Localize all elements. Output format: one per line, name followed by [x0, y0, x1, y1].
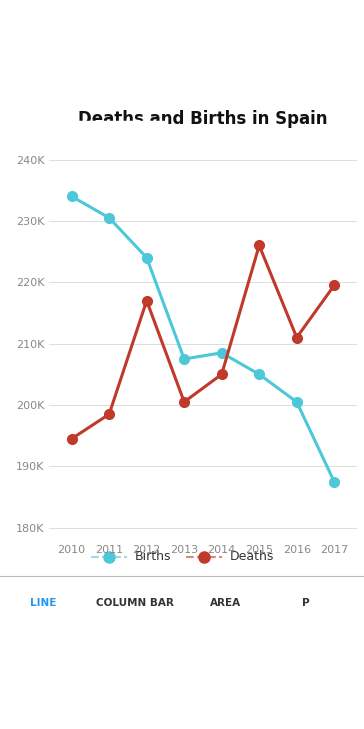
Text: ←: ← — [18, 49, 36, 69]
Text: COLUMN BAR: COLUMN BAR — [96, 598, 174, 607]
Text: Deaths: Deaths — [229, 550, 274, 564]
Text: FEATURES: FEATURES — [237, 95, 309, 109]
Text: AREA: AREA — [210, 598, 241, 607]
Text: TYPES: TYPES — [69, 95, 113, 109]
Text: Orange ♣: Orange ♣ — [11, 12, 63, 23]
Text: 40 %: 40 % — [255, 13, 278, 22]
Text: Births: Births — [135, 550, 171, 564]
Text: P: P — [302, 598, 309, 607]
Text: 10:25: 10:25 — [322, 12, 353, 23]
Text: ˅: ˅ — [62, 670, 69, 685]
Text: ▭: ▭ — [291, 670, 306, 685]
Title: Deaths and Births in Spain: Deaths and Births in Spain — [78, 110, 328, 128]
Text: Line: Line — [66, 49, 112, 68]
Text: ○: ○ — [174, 668, 190, 687]
Text: ✦: ✦ — [332, 50, 345, 68]
Text: LINE: LINE — [31, 598, 57, 607]
Text: ♀: ♀ — [284, 49, 298, 68]
